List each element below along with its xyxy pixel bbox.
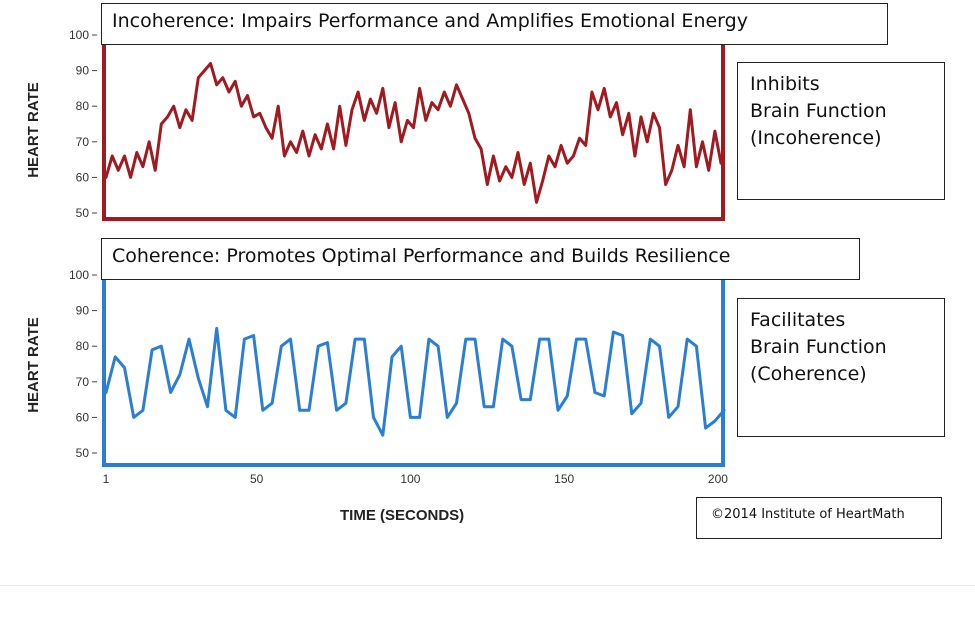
incoherence-note-line-3: (Incoherence) <box>750 127 882 149</box>
incoherence-ylabel: HEART RATE <box>25 82 42 178</box>
coherence-title: Coherence: Promotes Optimal Performance … <box>112 245 731 267</box>
coherence-title-box: Coherence: Promotes Optimal Performance … <box>101 238 860 280</box>
incoherence-title: Incoherence: Impairs Performance and Amp… <box>112 10 748 32</box>
copyright-box: ©2014 Institute of HeartMath <box>696 497 942 539</box>
bottom-band <box>0 585 975 641</box>
x-axis-label: TIME (SECONDS) <box>340 507 465 524</box>
coherence-ylabel: HEART RATE <box>25 317 42 413</box>
coherence-note-box: Facilitates Brain Function (Coherence) <box>737 298 945 437</box>
coherence-note-line-2: Brain Function <box>750 336 887 358</box>
coherence-ytick-label-60: 60 <box>76 410 90 424</box>
coherence-ytick-label-50: 50 <box>76 446 90 460</box>
coherence-note-line-3: (Coherence) <box>750 363 867 385</box>
xtick-label-200: 200 <box>708 472 728 486</box>
incoherence-plot-frame <box>102 40 725 221</box>
incoherence-ytick-label-70: 70 <box>76 135 90 149</box>
xtick-label-50: 50 <box>250 472 264 486</box>
coherence-ytick-label-80: 80 <box>76 339 90 353</box>
xtick-label-150: 150 <box>554 472 574 486</box>
coherence-note-line-1: Facilitates <box>750 309 846 331</box>
xtick-label-100: 100 <box>400 472 420 486</box>
coherence-line <box>104 326 726 437</box>
coherence-ytick-label-100: 100 <box>69 268 89 282</box>
incoherence-note-line-2: Brain Function <box>750 100 887 122</box>
incoherence-note-box: Inhibits Brain Function (Incoherence) <box>737 62 945 200</box>
incoherence-ytick-label-90: 90 <box>76 64 90 78</box>
incoherence-note-line-1: Inhibits <box>750 73 820 95</box>
incoherence-ytick-label-80: 80 <box>76 99 90 113</box>
incoherence-title-box: Incoherence: Impairs Performance and Amp… <box>101 3 888 45</box>
incoherence-ytick-label-100: 100 <box>69 28 89 42</box>
coherence-ytick-label-90: 90 <box>76 304 90 318</box>
incoherence-line <box>104 62 723 204</box>
copyright-text: ©2014 Institute of HeartMath <box>711 507 905 522</box>
coherence-plot-frame <box>102 280 725 467</box>
xtick-label-1: 1 <box>103 472 110 486</box>
incoherence-ytick-label-60: 60 <box>76 170 90 184</box>
incoherence-ytick-label-50: 50 <box>76 206 90 220</box>
coherence-ytick-label-70: 70 <box>76 375 90 389</box>
